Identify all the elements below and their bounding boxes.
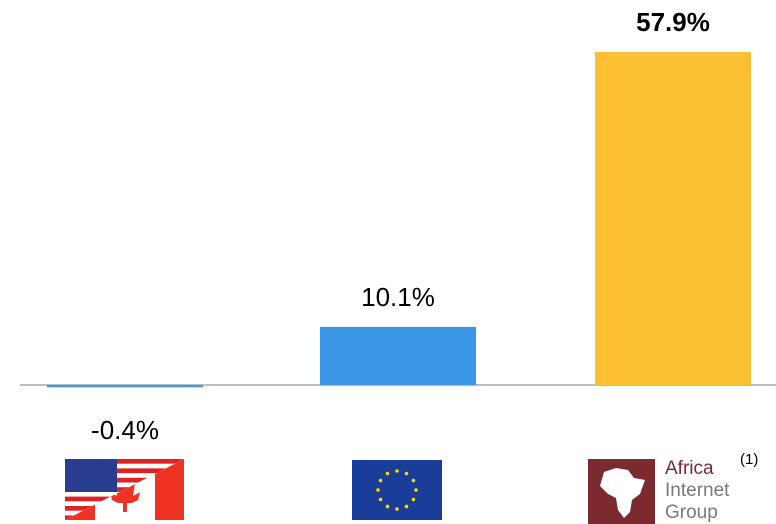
- value-label: 57.9%: [636, 7, 710, 37]
- star: [385, 471, 390, 476]
- star: [395, 469, 399, 473]
- bar: [595, 52, 751, 385]
- star: [411, 478, 416, 483]
- us-canada-flag: [65, 459, 184, 520]
- star: [395, 507, 399, 511]
- star: [378, 497, 383, 502]
- star: [411, 497, 416, 502]
- star: [376, 488, 380, 492]
- star: [378, 478, 383, 483]
- aig-logo: Africa Internet Group (1): [588, 451, 758, 524]
- value-label: -0.4%: [91, 415, 159, 445]
- logo-text: Africa: [665, 458, 714, 479]
- star: [385, 504, 390, 509]
- footnote-marker: (1): [740, 451, 758, 468]
- logo-text: Internet: [665, 480, 730, 501]
- eu-flag: [352, 460, 442, 520]
- bar: [320, 326, 476, 385]
- value-label: 10.1%: [361, 282, 435, 312]
- bar: [47, 385, 203, 388]
- star: [404, 504, 409, 509]
- star: [414, 488, 418, 492]
- star: [404, 471, 409, 476]
- logo-text: Group: [665, 502, 718, 523]
